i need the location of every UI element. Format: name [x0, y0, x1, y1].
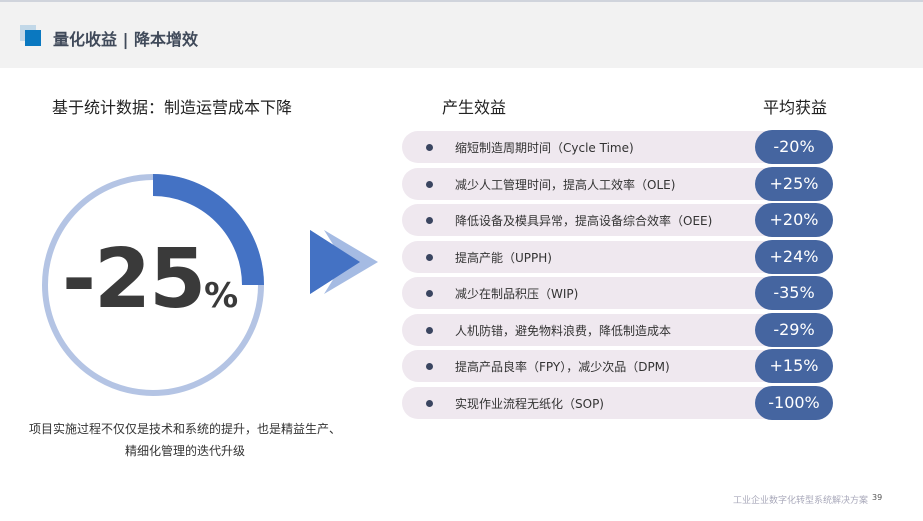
gain-badge: +24%	[755, 239, 833, 274]
bullet-icon	[426, 363, 433, 370]
footer-text: 工业企业数字化转型系统解决方案	[733, 496, 869, 506]
gain-badge: -29%	[755, 312, 833, 347]
gain-badge: -100%	[755, 385, 833, 420]
effect-text: 减少在制品积压（WIP)	[455, 287, 579, 301]
effect-text: 实现作业流程无纸化（SOP)	[455, 396, 604, 411]
note-text: 项目实施过程不仅仅是技术和系统的提升，也是精益生产、 精细化管理的迭代升级	[20, 418, 350, 462]
ring-progress-arc	[152, 174, 264, 286]
gain-badge: +20%	[755, 203, 833, 237]
bullet-icon	[426, 144, 433, 151]
logo-square-icon	[25, 30, 41, 46]
gain-badge: +25%	[755, 166, 833, 201]
page-number: 39	[872, 493, 883, 502]
effect-text: 缩短制造周期时间（Cycle Time)	[455, 141, 634, 155]
value-unit: %	[204, 276, 239, 316]
bullet-icon	[426, 253, 433, 261]
effect-text: 人机防错，避免物料浪费，降低制造成本	[455, 323, 672, 338]
note-line: 精细化管理的迭代升级	[124, 444, 245, 458]
effect-text: 降低设备及模具异常，提高设备综合效率（OEE)	[455, 214, 713, 228]
gain-badge: -20%	[755, 130, 833, 164]
bullet-icon	[426, 326, 433, 334]
value-number: -25	[62, 232, 206, 327]
gain-badge: +15%	[755, 349, 833, 383]
effect-text: 减少人工管理时间，提高人工效率（OLE)	[455, 177, 676, 192]
gain-badge: -35%	[755, 276, 833, 310]
page-title: 量化收益 | 降本增效	[53, 30, 198, 49]
arrow-right-icon	[310, 230, 378, 294]
bullet-icon	[426, 399, 433, 407]
column-header-effect: 产生效益	[442, 98, 507, 117]
left-subtitle: 基于统计数据：制造运营成本下降	[52, 98, 293, 117]
note-line: 项目实施过程不仅仅是技术和系统的提升，也是精益生产、	[28, 422, 341, 436]
effect-text: 提高产能（UPPH)	[455, 250, 552, 265]
column-header-gain: 平均获益	[763, 98, 828, 117]
bullet-icon	[426, 290, 433, 297]
bullet-icon	[426, 217, 433, 224]
progress-ring	[42, 174, 264, 396]
header-bar: 量化收益 | 降本增效	[0, 0, 923, 68]
bullet-icon	[426, 180, 433, 188]
reduction-value: -25%	[62, 232, 238, 327]
effect-text: 提高产品良率（FPY），减少次品（DPM)	[455, 360, 670, 374]
